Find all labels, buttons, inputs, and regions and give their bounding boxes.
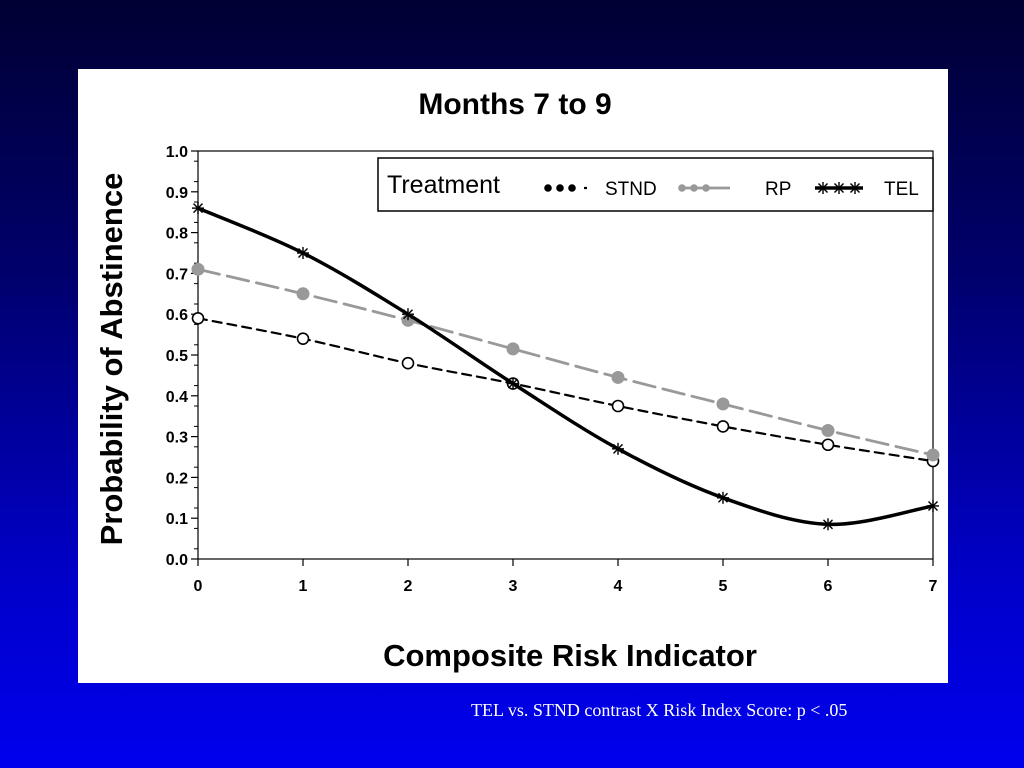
- y-tick-label: 0.8: [166, 226, 188, 243]
- x-tick-label: 0: [194, 578, 203, 595]
- point-tel: [927, 499, 939, 512]
- legend-entry-tel: TEL: [815, 179, 919, 200]
- y-axis-title: Probability of Abstinence: [94, 173, 129, 546]
- legend-marker-tel: [849, 182, 861, 194]
- point-rp: [611, 370, 625, 384]
- y-tick-label: 0.2: [166, 470, 188, 487]
- legend-entry-stnd: STND: [544, 179, 657, 200]
- chart-svg: Months 7 to 9 Probability of Abstinence …: [94, 88, 940, 673]
- y-tick-label: 0.5: [166, 348, 188, 365]
- series-layer: [191, 202, 940, 531]
- y-tick-label: 0.0: [166, 552, 188, 569]
- point-tel: [717, 491, 729, 504]
- y-tick-label: 0.6: [166, 307, 188, 324]
- y-tick-label: 0.9: [166, 185, 188, 202]
- legend-marker-stnd: [556, 184, 564, 192]
- legend-label-rp: RP: [765, 179, 791, 200]
- legend-title: Treatment: [387, 171, 500, 199]
- x-tick-label: 2: [404, 578, 413, 595]
- point-stnd: [191, 311, 205, 325]
- y-tick-label: 0.1: [166, 511, 188, 528]
- footnote: TEL vs. STND contrast X Risk Index Score…: [471, 700, 848, 720]
- point-rp: [506, 342, 520, 356]
- point-stnd: [296, 332, 310, 345]
- legend-marker-stnd: [544, 184, 552, 192]
- point-tel: [192, 202, 204, 215]
- axes: 0.0 0.1 0.2 0.3 0.4 0.5 0.6 0.7 0.8 0.9 1.0 0 1 2 3 4 5 6…: [166, 144, 938, 595]
- y-tick-label: 0.3: [166, 430, 188, 447]
- legend-label-tel: TEL: [884, 179, 919, 200]
- point-stnd: [821, 438, 835, 452]
- point-stnd: [716, 420, 730, 433]
- point-tel: [297, 247, 309, 259]
- y-tick-label: 0.4: [166, 389, 188, 406]
- point-rp: [821, 423, 835, 437]
- point-tel: [612, 442, 624, 455]
- legend-marker-rp: [678, 184, 686, 192]
- legend: Treatment STND RP TEL: [377, 157, 934, 212]
- point-stnd: [611, 399, 625, 413]
- y-tick-label: 1.0: [166, 144, 188, 161]
- chart-title: Months 7 to 9: [418, 88, 611, 121]
- point-tel: [822, 518, 834, 531]
- y-tick-label: 0.7: [166, 266, 188, 283]
- legend-entries: STND RP TEL: [544, 179, 919, 200]
- legend-marker-stnd: [568, 184, 576, 192]
- legend-box: [377, 157, 934, 212]
- legend-marker-tel: [833, 182, 845, 194]
- legend-marker-tel: [817, 182, 829, 194]
- point-tel: [402, 308, 414, 321]
- series-line-tel: [196, 206, 935, 527]
- x-tick-label: 1: [299, 578, 308, 595]
- series-line-stnd: [196, 317, 935, 463]
- x-tick-label: 7: [929, 578, 938, 595]
- legend-marker-rp: [690, 184, 698, 192]
- legend-marker-rp: [702, 184, 710, 192]
- x-axis-title: Composite Risk Indicator: [383, 638, 757, 673]
- plot-frame: [197, 150, 934, 560]
- point-rp: [296, 287, 310, 301]
- x-tick-label: 4: [614, 578, 623, 595]
- point-rp: [716, 397, 730, 411]
- chart-panel: Months 7 to 9 Probability of Abstinence …: [78, 69, 948, 683]
- point-stnd: [401, 356, 415, 370]
- legend-label-stnd: STND: [605, 179, 657, 200]
- x-tick-label: 3: [509, 578, 518, 595]
- x-tick-label: 5: [719, 578, 728, 595]
- series-line-rp: [196, 267, 935, 457]
- x-tick-label: 6: [824, 578, 833, 595]
- point-tel: [507, 377, 519, 390]
- legend-entry-rp: RP: [678, 179, 791, 200]
- point-rp: [926, 448, 940, 462]
- point-rp: [191, 262, 205, 276]
